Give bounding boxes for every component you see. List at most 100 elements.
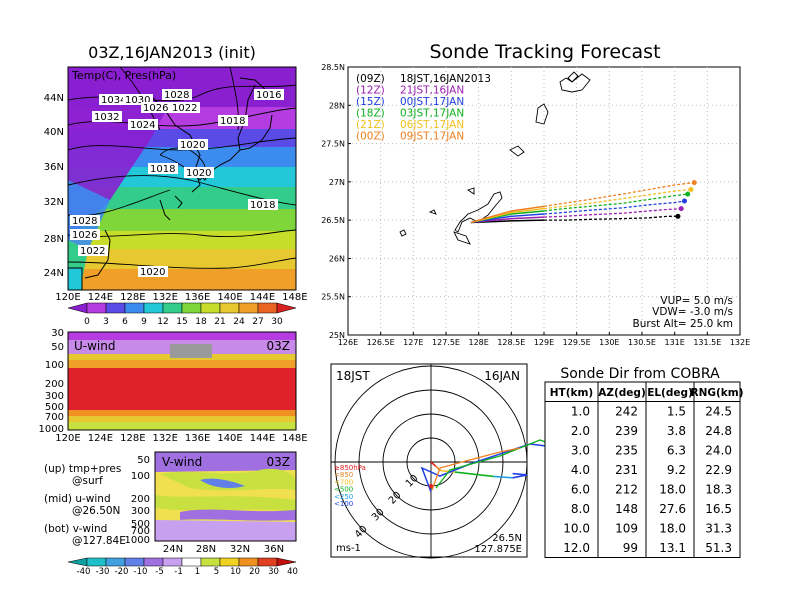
pressure-tick-label: 200: [131, 494, 150, 505]
table-cell: 6.3: [667, 444, 686, 458]
x-tick-label: 126.5E: [367, 338, 395, 347]
legend-time-1: 21JST,16JAN: [400, 85, 464, 97]
x-tick-label: 130E: [599, 338, 619, 347]
x-tick-label: 128E: [469, 338, 489, 347]
isobar-label: 1022: [172, 103, 197, 114]
lon-tick-label: 132E: [153, 433, 178, 444]
lon-tick-label: 132E: [153, 292, 178, 303]
note-up-line1: (up) tmp+pres: [44, 463, 121, 475]
isobar-line: [67, 257, 297, 269]
table-header-cell: HT(km): [550, 387, 593, 399]
note-mid-line1: (mid) u-wind: [44, 493, 111, 505]
hodograph-low: [431, 447, 521, 491]
isobar-label-bg: [78, 245, 108, 256]
table-cell: 31.3: [705, 522, 732, 536]
isobar-line: [67, 229, 297, 238]
colorbar-cell: [200, 557, 221, 567]
vwind-blob: [200, 478, 245, 488]
legend-code-2: (15Z): [356, 96, 385, 108]
pressure-tick-label: 100: [45, 360, 64, 371]
table-cell: 24.0: [705, 444, 732, 458]
track-endpoint-0: [675, 213, 681, 219]
vwind-blob: [160, 468, 296, 491]
colorbar-label: -1: [174, 567, 182, 577]
table-cell: 8.0: [571, 502, 590, 516]
colorbar-label: 3: [103, 317, 109, 327]
isobar-label: 1018: [220, 116, 245, 127]
x-tick-label: 127.5E: [432, 338, 460, 347]
uwind-label: U-wind: [74, 339, 115, 353]
track-line-dashed-3: [543, 193, 688, 212]
isobar-label-bg: [138, 266, 168, 277]
colorbar-label: 1: [195, 567, 200, 577]
vwind-time: 03Z: [267, 455, 291, 469]
map-lat-ticks: 44N 40N 36N 32N 28N 24N: [44, 93, 64, 279]
uwind-grey-patch: [170, 344, 212, 358]
vwind-blob: [155, 520, 296, 541]
isobar-label: 1024: [130, 120, 155, 131]
hodograph-segment: [430, 461, 437, 467]
colorbar-label: 20: [249, 567, 260, 577]
table-header-cell: RNG(km): [690, 387, 743, 399]
track-endpoint-5: [691, 180, 697, 186]
lon-tick-label: 120E: [55, 433, 80, 444]
pressure-tick-label: 700: [45, 412, 64, 423]
track-coastline: [399, 71, 591, 245]
isobar-label: 1032: [94, 112, 119, 123]
vwind-blob: [155, 495, 296, 512]
isobar-label: 1020: [180, 140, 205, 151]
colorbar-cell: [238, 302, 259, 314]
pressure-tick-label: 50: [137, 455, 150, 466]
table-cell: 242: [615, 405, 638, 419]
lon-tick-label: 124E: [88, 433, 113, 444]
x-tick-label: 127E: [403, 338, 423, 347]
map-frame: [67, 66, 297, 291]
table-cell: 231: [615, 463, 638, 477]
hodograph-segment: [440, 469, 456, 473]
table-cell: 13.1: [659, 541, 686, 555]
main-title: Sonde Tracking Forecast: [429, 41, 660, 63]
pressure-tick-label: 500: [131, 519, 150, 530]
height-legend-item: <250: [334, 493, 353, 501]
note-bot-line1: (bot) v-wind: [44, 523, 107, 535]
uwind-layer: [68, 422, 296, 430]
isobar-label-bg: [128, 119, 158, 130]
legend-code-4: (21Z): [356, 119, 385, 131]
table-cell: 3.0: [571, 444, 590, 458]
isobar-label: 1028: [72, 216, 97, 227]
colorbar-cell: [105, 557, 126, 567]
colorbar-label: 40: [287, 567, 298, 577]
temp-band: [68, 209, 296, 231]
colorbar-cell: [67, 302, 88, 314]
y-tick-label: 26N: [329, 254, 345, 263]
island-outline: [399, 229, 407, 237]
table-cell: 51.3: [705, 541, 732, 555]
x-tick-label: 132E: [730, 338, 750, 347]
isobar-label-bg: [99, 94, 129, 105]
y-tick-label: 26.5N: [321, 216, 345, 225]
vwind-frame: [154, 451, 297, 542]
track-panel: 126E 126.5E 127E 127.5E 128E 128.5E 129E 129.5E…: [321, 63, 750, 347]
lat-tick-label: 28N: [44, 234, 64, 245]
colorbar-cell: [86, 302, 107, 314]
lat-tick-label: 36N: [264, 544, 284, 555]
track-legend: (09Z) 18JST,16JAN2013 (12Z) 21JST,16JAN (15Z…: [356, 73, 491, 143]
colorbar-cell: [67, 557, 88, 567]
lon-tick-label: 140E: [217, 292, 242, 303]
lat-tick-label: 32N: [230, 544, 250, 555]
x-tick-label: 129E: [534, 338, 554, 347]
legend-time-4: 06JST,17JAN: [400, 119, 464, 131]
legend-code-3: (18Z): [356, 108, 385, 120]
track-line-dashed-4: [543, 188, 692, 210]
legend-time-3: 03JST,17JAN: [400, 108, 464, 120]
height-legend-item: ≥850hPa: [334, 464, 366, 472]
isobar-label-bg: [162, 89, 192, 100]
isobar-label: 1026: [72, 230, 97, 241]
lon-tick-label: 136E: [185, 292, 210, 303]
hodograph-segment: [512, 472, 528, 476]
colorbar-cell: [86, 557, 107, 567]
x-tick-label: 128.5E: [497, 338, 525, 347]
table-cell: 10.0: [563, 522, 590, 536]
